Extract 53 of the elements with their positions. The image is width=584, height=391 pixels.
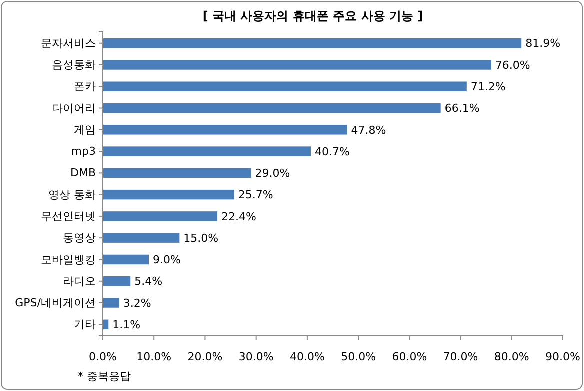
data-label: 25.7% xyxy=(238,188,274,202)
bar xyxy=(103,298,120,308)
data-label: 22.4% xyxy=(221,210,256,224)
y-tick-label: mp3 xyxy=(71,145,96,158)
text: * 중복응답 xyxy=(78,370,131,383)
x-tick-label: 70.0% xyxy=(443,350,478,364)
x-tick-label: 90.0% xyxy=(546,350,580,364)
y-tick-label: 라디오 xyxy=(63,274,96,288)
bar xyxy=(103,190,234,200)
y-tick-label: GPS/네비게이션 xyxy=(15,296,96,310)
bar xyxy=(103,168,252,178)
y-tick-label: DMB xyxy=(70,166,96,180)
bar xyxy=(103,103,441,114)
x-tick-label: 80.0% xyxy=(494,350,530,364)
data-label: 76.0% xyxy=(495,58,530,72)
y-tick-label: 문자서비스 xyxy=(41,36,96,50)
x-tick-label: 40.0% xyxy=(290,350,325,364)
y-tick-label: 영상 통화 xyxy=(48,188,96,202)
bar xyxy=(103,276,131,286)
x-tick-label: 10.0% xyxy=(136,350,172,364)
chart-title: [ 국내 사용자의 휴대폰 주요 사용 기능 ] xyxy=(202,9,424,23)
data-label: 29.0% xyxy=(255,167,290,180)
data-label: 40.7% xyxy=(315,145,350,158)
bar xyxy=(103,82,467,92)
data-label: 47.8% xyxy=(351,124,386,137)
x-tick-label: 50.0% xyxy=(341,350,376,364)
data-label: 71.2% xyxy=(470,80,506,94)
x-tick-label: 60.0% xyxy=(392,350,428,364)
x-tick-label: 20.0% xyxy=(188,350,223,364)
bar xyxy=(103,254,149,265)
y-tick-label: 동영상 xyxy=(63,232,96,245)
y-tick-label: 음성통화 xyxy=(52,58,96,72)
data-label: 3.2% xyxy=(123,296,152,310)
data-label: 9.0% xyxy=(153,254,181,267)
data-label: 81.9% xyxy=(526,37,561,50)
y-tick-label: 다이어리 xyxy=(52,102,96,115)
y-tick-label: 모바일뱅킹 xyxy=(41,253,96,266)
bar xyxy=(103,146,312,156)
x-tick-label: 30.0% xyxy=(238,350,274,364)
data-label: 15.0% xyxy=(184,232,219,245)
bar xyxy=(103,233,180,243)
bar xyxy=(103,212,218,222)
y-tick-label: 무선인터넷 xyxy=(41,210,96,223)
y-tick-label: 게임 xyxy=(74,123,96,136)
y-tick-label: 폰카 xyxy=(74,80,96,94)
bar xyxy=(103,38,522,48)
bar xyxy=(103,125,348,135)
data-label: 66.1% xyxy=(444,102,480,116)
data-label: 1.1% xyxy=(112,318,141,332)
bar xyxy=(103,60,492,70)
y-tick-label: 기타 xyxy=(74,318,96,332)
data-label: 5.4% xyxy=(134,275,163,288)
x-tick-label: 0.0% xyxy=(89,350,117,364)
